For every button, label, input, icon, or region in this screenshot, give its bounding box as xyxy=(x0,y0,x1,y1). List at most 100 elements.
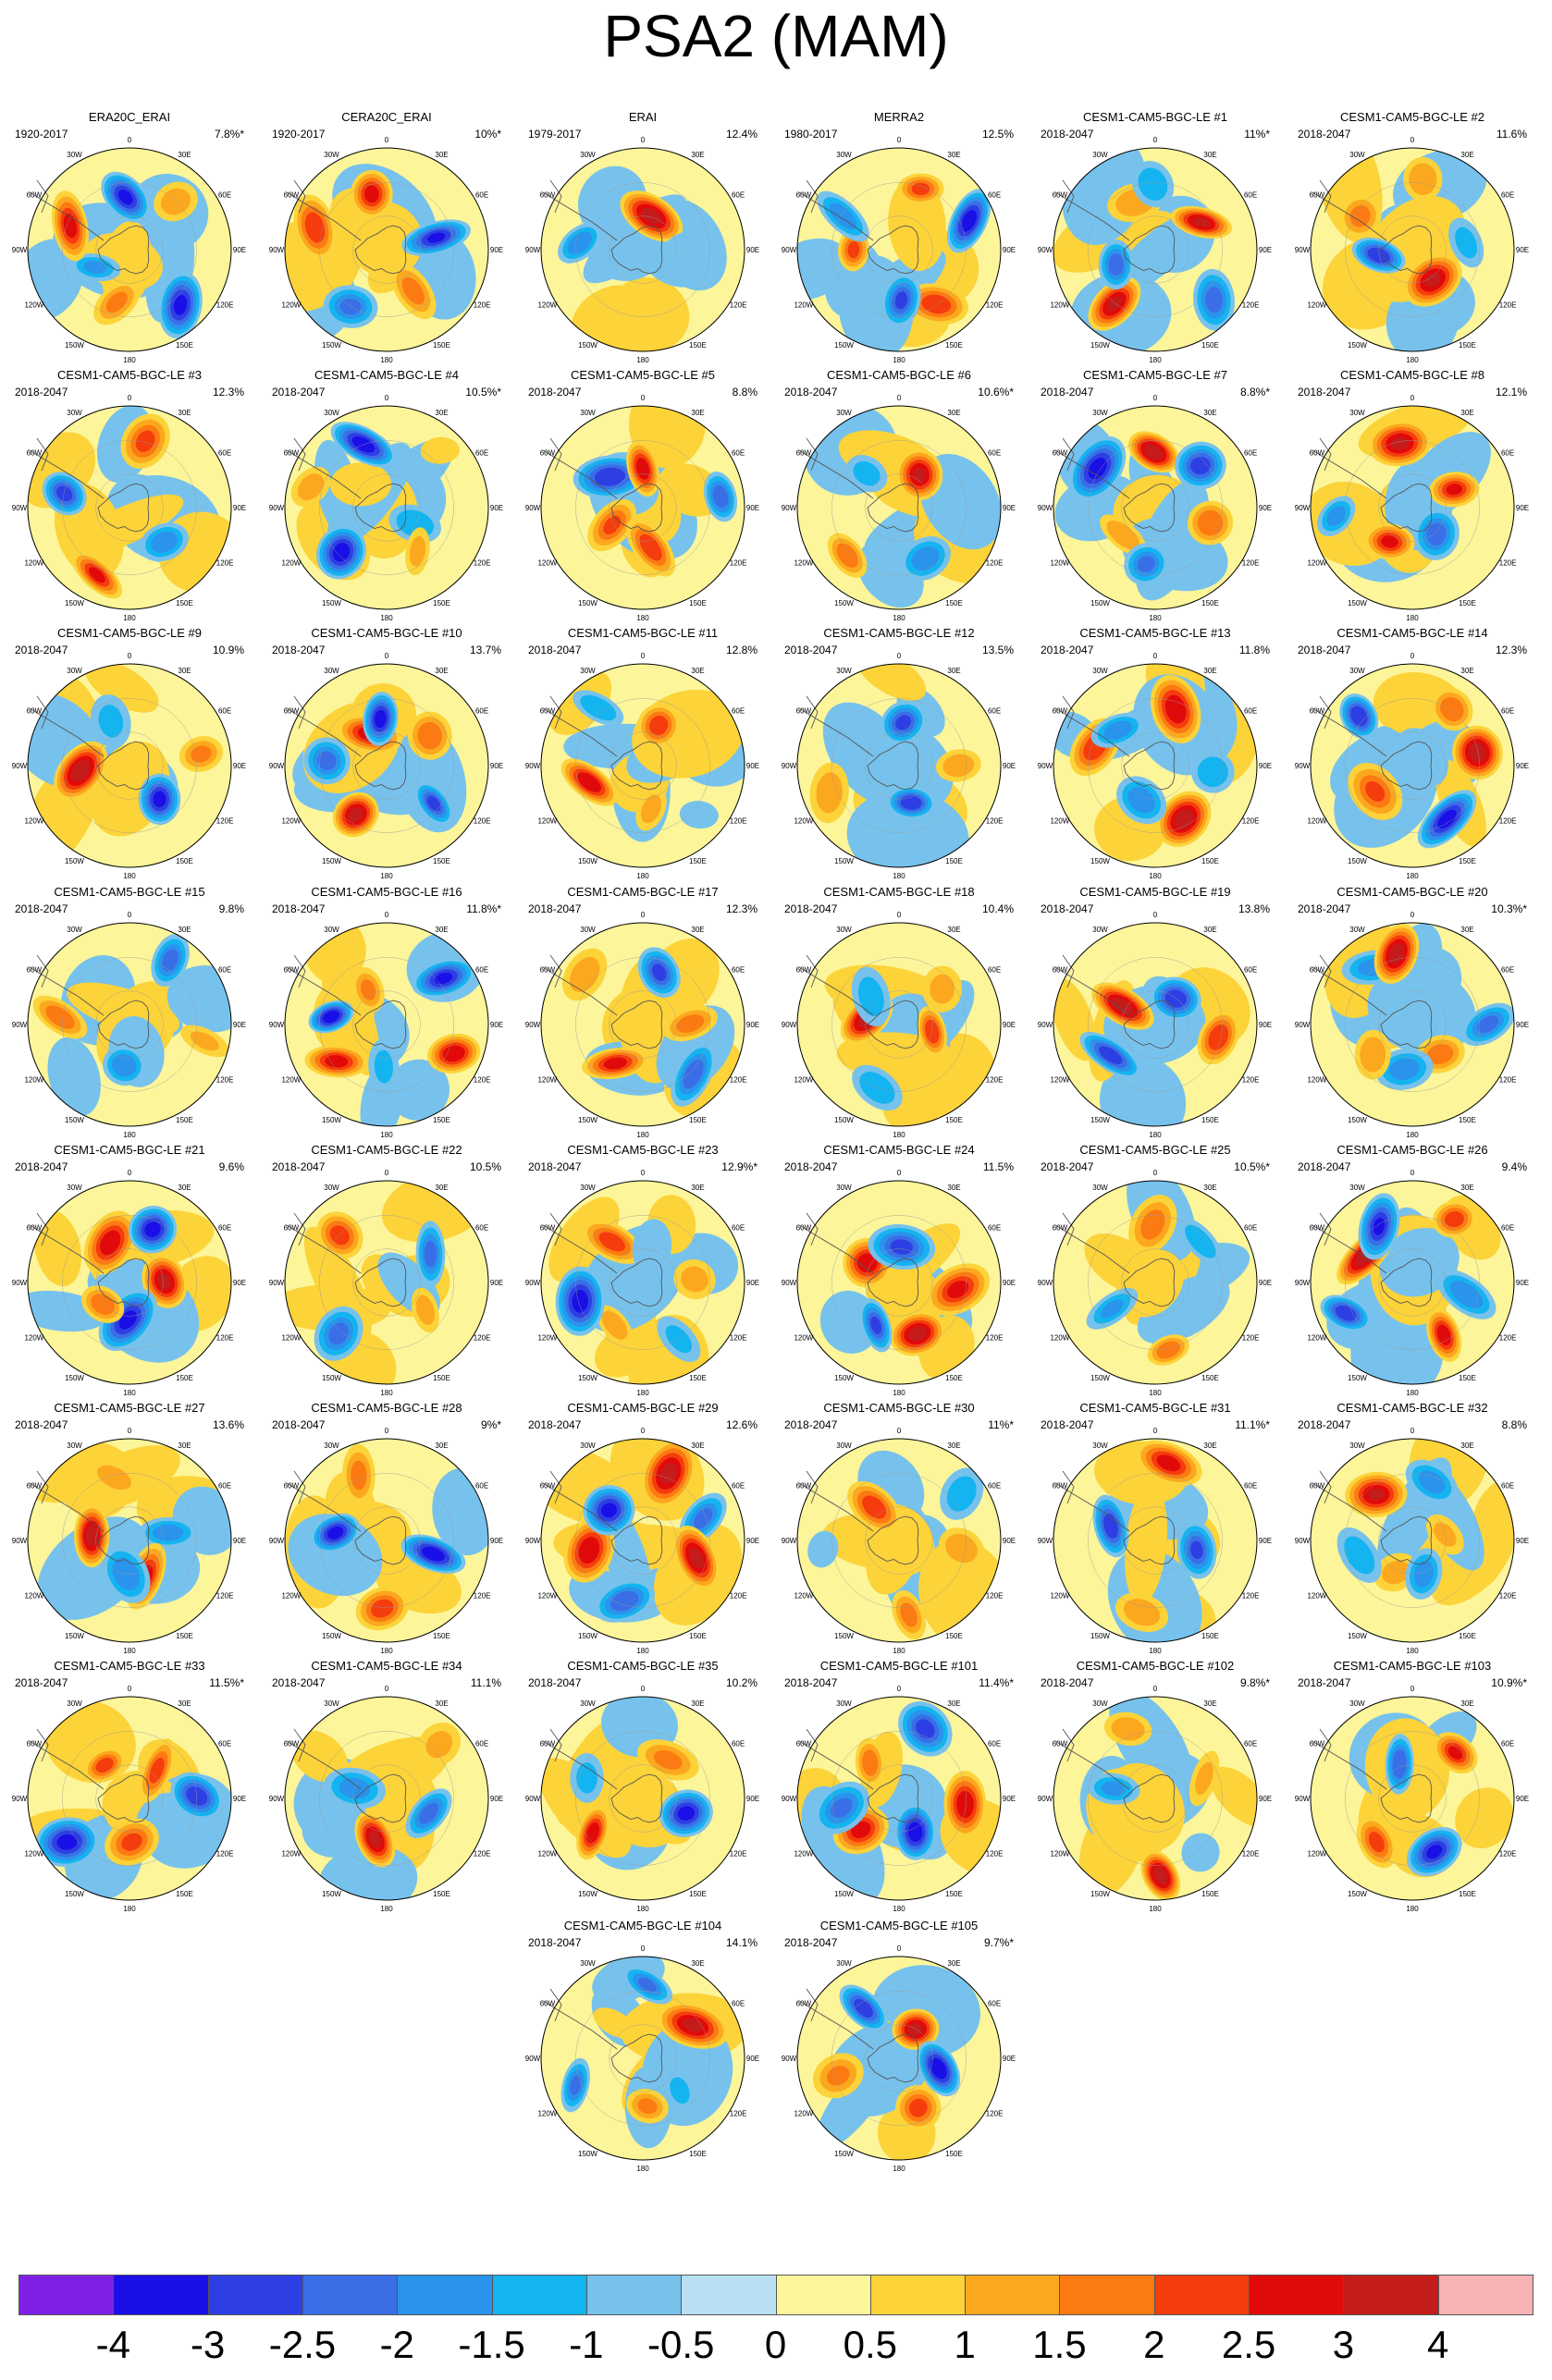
longitude-label: 120W xyxy=(281,559,301,568)
longitude-label: 0 xyxy=(1410,1170,1415,1177)
longitude-label: 90E xyxy=(490,1795,503,1803)
panel-period: 2018-2047 xyxy=(528,1936,582,1949)
longitude-label: 90W xyxy=(1038,1537,1053,1545)
longitude-label: 180 xyxy=(1149,614,1162,622)
longitude-label: 180 xyxy=(1149,356,1162,364)
longitude-label: 90E xyxy=(746,1279,759,1287)
colorbar-swatch xyxy=(1343,2275,1439,2315)
longitude-label: 90W xyxy=(1038,762,1053,770)
graticule xyxy=(1345,440,1480,575)
colorbar-tick-label: 1.5 xyxy=(1032,2323,1087,2366)
longitude-label: 60E xyxy=(475,1224,488,1233)
longitude-label: 120W xyxy=(1050,1334,1069,1343)
longitude-label: 90E xyxy=(490,1279,503,1287)
panel-title: CESM1-CAM5-BGC-LE #9 xyxy=(56,626,203,640)
longitude-label: 30E xyxy=(178,409,191,417)
longitude-label: 120E xyxy=(730,1334,747,1343)
longitude-label: 120W xyxy=(537,559,557,568)
polar-map: 0 30E 60E 90E 120E 150E 180 150W 120W 90W 60W 30W xyxy=(782,1170,1016,1397)
longitude-label: 90W xyxy=(1295,1795,1311,1803)
coastline xyxy=(286,954,407,1049)
longitude-label: 60E xyxy=(988,1224,1001,1233)
longitude-label: 150W xyxy=(578,2150,597,2158)
longitude-label: 120E xyxy=(986,301,1004,310)
longitude-label: 60E xyxy=(1244,966,1257,975)
panel-variance-explained: 11.1% xyxy=(470,1676,501,1689)
longitude-label: 30W xyxy=(836,1699,852,1708)
longitude-label: 60W xyxy=(540,1740,556,1748)
longitude-label: 30E xyxy=(691,1699,704,1708)
anomaly-field xyxy=(1311,1697,1514,1900)
longitude-label: 180 xyxy=(636,2165,649,2173)
longitude-label: 30E xyxy=(1460,926,1473,934)
longitude-label: 120W xyxy=(794,1850,813,1859)
polar-map: 0 30E 60E 90E 120E 150E 180 150W 120W 90W 60W 30W xyxy=(12,1686,246,1913)
longitude-label: 150W xyxy=(1348,341,1367,350)
longitude-label: 30E xyxy=(1203,1184,1216,1192)
longitude-label: 90W xyxy=(12,1021,28,1029)
longitude-label: 0 xyxy=(897,395,902,402)
longitude-label: 120W xyxy=(1307,301,1326,310)
map-panel: CESM1-CAM5-BGC-LE #13 2018-2047 11.8% 0 30E 6… xyxy=(1028,625,1283,884)
longitude-label: 60E xyxy=(732,707,745,716)
longitude-label: 150E xyxy=(1459,1116,1476,1124)
longitude-label: 180 xyxy=(123,356,136,364)
polar-map: 0 30E 60E 90E 120E 150E 180 150W 120W 90W 60W 30W xyxy=(525,1686,759,1913)
graticule xyxy=(62,1731,197,1866)
longitude-label: 0 xyxy=(1410,1686,1415,1693)
colorbar-tick-label: -4 xyxy=(95,2323,130,2366)
longitude-label: 90W xyxy=(269,504,285,512)
longitude-label: 60W xyxy=(284,1482,300,1491)
longitude-label: 150E xyxy=(689,2150,707,2158)
coastline xyxy=(1312,437,1433,533)
longitude-label: 90E xyxy=(1259,1021,1272,1029)
coastline xyxy=(29,954,150,1049)
longitude-label: 30W xyxy=(67,1441,82,1450)
map-panel: CESM1-CAM5-BGC-LE #16 2018-2047 11.8%* 0 30E… xyxy=(259,884,514,1143)
panel-period: 2018-2047 xyxy=(784,1936,838,1949)
map-panel: CESM1-CAM5-BGC-LE #23 2018-2047 12.9%* 0 30E… xyxy=(515,1142,770,1401)
longitude-label: 120E xyxy=(474,1076,491,1085)
longitude-label: 150E xyxy=(1459,1632,1476,1640)
anomaly-field xyxy=(797,406,1001,609)
longitude-label: 30W xyxy=(836,1959,852,1968)
longitude-label: 30W xyxy=(67,926,82,934)
panel-period: 2018-2047 xyxy=(15,1418,68,1431)
panel-variance-explained: 10.6%* xyxy=(978,386,1014,399)
panel-variance-explained: 10%* xyxy=(474,128,501,141)
longitude-label: 180 xyxy=(636,614,649,622)
longitude-label: 30E xyxy=(947,667,960,675)
longitude-label: 90E xyxy=(1003,1279,1016,1287)
longitude-label: 30E xyxy=(691,151,704,159)
colorbar xyxy=(18,2275,1534,2315)
longitude-label: 90E xyxy=(233,1021,246,1029)
longitude-label: 60W xyxy=(27,191,43,200)
longitude-label: 30W xyxy=(836,667,852,675)
panel-period: 2018-2047 xyxy=(1298,1418,1351,1431)
longitude-label: 120W xyxy=(537,1076,557,1085)
coastline xyxy=(1312,1728,1433,1823)
longitude-label: 90W xyxy=(525,1795,541,1803)
graticule xyxy=(831,1991,967,2126)
panel-period: 1920-2017 xyxy=(272,128,326,141)
panel-period: 2018-2047 xyxy=(1041,644,1094,656)
panel-title: CESM1-CAM5-BGC-LE #32 xyxy=(1336,1401,1488,1415)
longitude-label: 30W xyxy=(580,667,596,675)
longitude-label: 60W xyxy=(540,191,556,200)
map-panel: CESM1-CAM5-BGC-LE #25 2018-2047 10.5%* 0 30E… xyxy=(1028,1142,1283,1401)
longitude-label: 120E xyxy=(730,817,747,826)
longitude-label: 150W xyxy=(578,599,597,607)
longitude-label: 90W xyxy=(782,1279,797,1287)
anomaly-field xyxy=(1053,406,1257,609)
panel-variance-explained: 10.5%* xyxy=(465,386,501,399)
longitude-label: 90E xyxy=(1516,762,1529,770)
graticule xyxy=(831,698,967,833)
longitude-label: 120E xyxy=(216,1076,234,1085)
polar-map: 0 30E 60E 90E 120E 150E 180 150W 120W 90W 60W 30W xyxy=(12,137,246,364)
graticule xyxy=(575,957,710,1092)
longitude-label: 0 xyxy=(897,1170,902,1177)
longitude-label: 120E xyxy=(1499,1592,1517,1601)
colorbar-tick-label: 0.5 xyxy=(843,2323,897,2366)
longitude-label: 30W xyxy=(580,1184,596,1192)
longitude-label: 180 xyxy=(1149,872,1162,880)
